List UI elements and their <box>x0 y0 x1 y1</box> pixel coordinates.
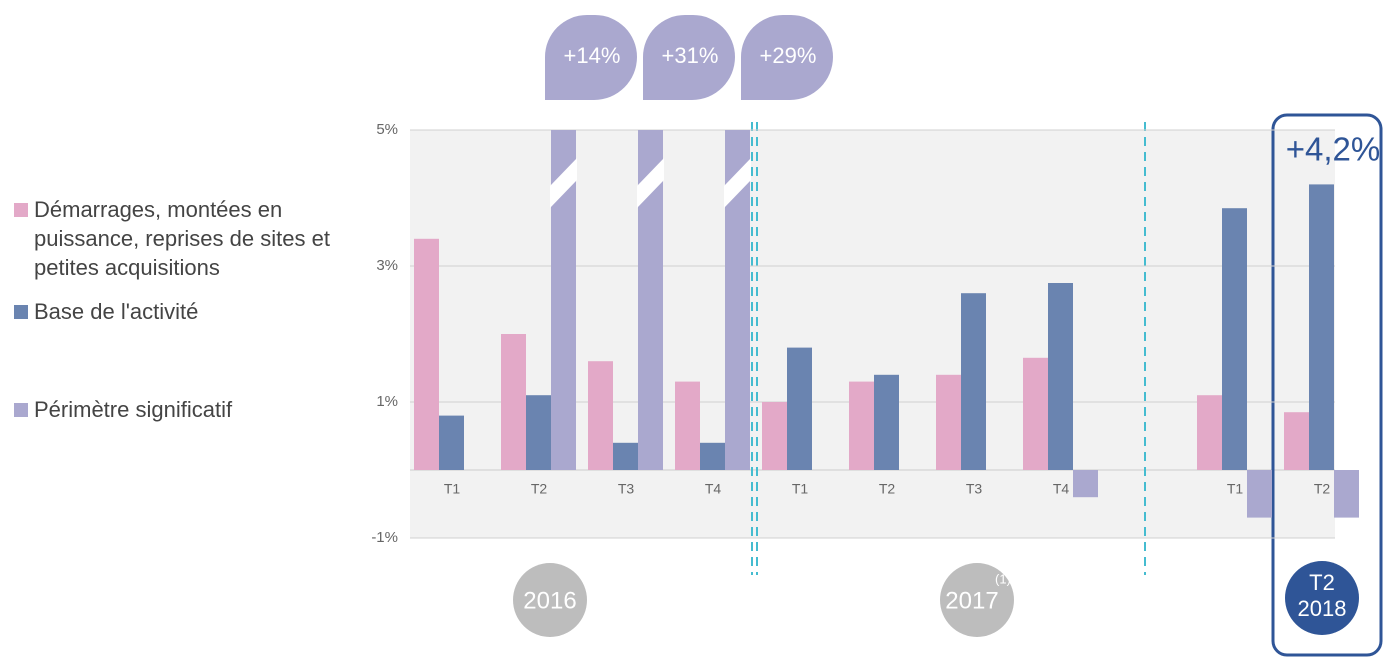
label-bubble <box>643 15 735 100</box>
y-tick-label: 3% <box>376 257 398 274</box>
period-label: 2016 <box>523 587 576 614</box>
x-tick-label: T3 <box>618 481 635 497</box>
value-label: +4,2% <box>1286 131 1381 168</box>
bar <box>849 381 874 470</box>
bar <box>1309 184 1334 470</box>
legend-label: Périmètre significatif <box>34 397 233 422</box>
period-badge <box>1285 561 1359 635</box>
bar <box>762 402 787 470</box>
x-tick-label: T3 <box>966 481 983 497</box>
value-label: +14% <box>564 43 621 68</box>
bar <box>1023 357 1048 470</box>
axis-break <box>550 158 577 208</box>
legend-label: Base de l'activité <box>34 299 199 324</box>
plot-background <box>410 130 1335 538</box>
highlight-box <box>1271 113 1383 657</box>
bar <box>1284 412 1309 470</box>
legend-item: Démarrages, montées en puissance, repris… <box>14 195 344 282</box>
bar <box>439 415 464 470</box>
bar <box>526 395 551 470</box>
period-footnote: (1) <box>995 571 1011 586</box>
legend-label: Démarrages, montées en puissance, repris… <box>34 197 330 280</box>
axis-break <box>724 158 751 208</box>
bar <box>501 334 526 470</box>
y-tick-label: 5% <box>376 121 398 138</box>
bar <box>700 442 725 470</box>
bar <box>675 381 700 470</box>
x-tick-label: T1 <box>1227 481 1244 497</box>
x-tick-label: T2 <box>531 481 548 497</box>
y-tick-label: -1% <box>371 529 398 546</box>
legend-item: Base de l'activité <box>14 297 344 326</box>
x-tick-label: T4 <box>1053 481 1070 497</box>
x-tick-label: T1 <box>792 481 809 497</box>
bar <box>961 293 986 470</box>
bar <box>1247 470 1272 518</box>
axis-break <box>637 158 664 208</box>
bar <box>1073 470 1098 498</box>
period-badge <box>940 563 1014 637</box>
bar <box>414 238 439 470</box>
bar <box>1048 283 1073 470</box>
period-label: 2018 <box>1298 596 1347 621</box>
label-bubble <box>741 15 833 100</box>
legend-item: Périmètre significatif <box>14 395 344 424</box>
period-badge <box>513 563 587 637</box>
legend-swatch <box>14 203 28 217</box>
bar <box>936 374 961 470</box>
legend-swatch <box>14 403 28 417</box>
bar <box>787 347 812 470</box>
x-tick-label: T1 <box>444 481 461 497</box>
x-tick-label: T2 <box>1314 481 1331 497</box>
x-tick-label: T4 <box>705 481 722 497</box>
bar <box>874 374 899 470</box>
value-label: +29% <box>760 43 817 68</box>
x-tick-label: T2 <box>879 481 896 497</box>
label-bubble <box>545 15 637 100</box>
y-tick-label: 1% <box>376 393 398 410</box>
bar <box>1334 470 1359 518</box>
bar <box>588 361 613 470</box>
bar <box>1222 208 1247 470</box>
period-label: 2017 <box>945 587 998 614</box>
period-label: T2 <box>1309 570 1335 595</box>
bar <box>613 442 638 470</box>
bar <box>1197 395 1222 470</box>
legend-swatch <box>14 305 28 319</box>
value-label: +31% <box>662 43 719 68</box>
